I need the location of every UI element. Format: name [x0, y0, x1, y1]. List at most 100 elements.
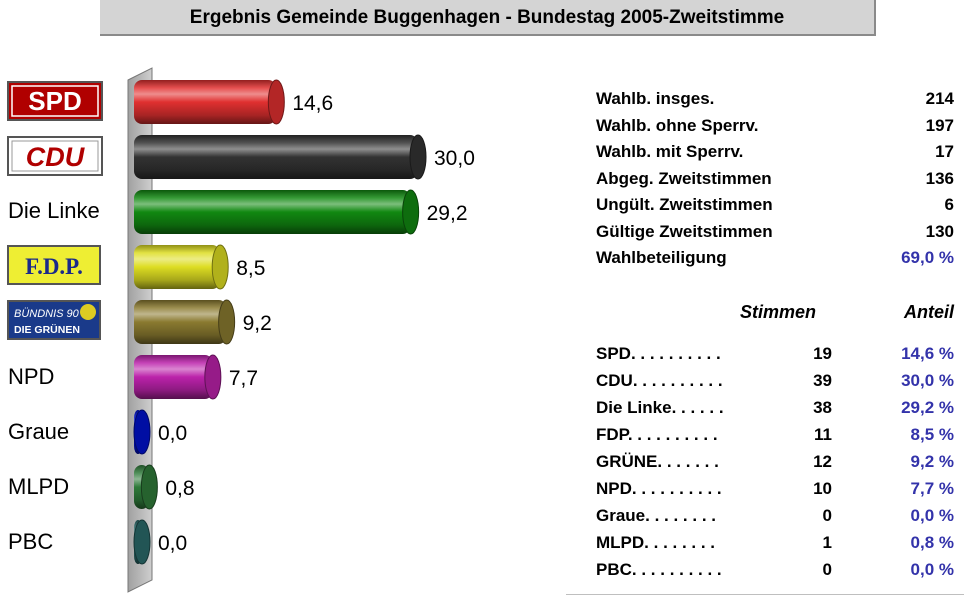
party-logo-spd: SPD: [7, 81, 103, 121]
results-party: CDU. . . . . . . . . .: [596, 371, 723, 390]
stat-value: 6: [944, 195, 954, 214]
results-header-votes: Stimmen: [740, 302, 817, 322]
results-table: SPD. . . . . . . . . . 19 14,6 % CDU. . . …: [596, 340, 954, 583]
results-share: 29,2 %: [901, 398, 954, 417]
bar-group: 14,6 30,0 29,2 8,5 9,2 7,7 0,0 0,8 0,0: [133, 79, 475, 565]
bar-cap: [267, 79, 285, 125]
bar: [134, 300, 227, 344]
results-share: 9,2 %: [910, 452, 954, 471]
bar-cap: [204, 354, 222, 400]
bar-value-label: 30,0: [434, 147, 475, 170]
bar-cap: [140, 464, 158, 510]
results-share: 30,0 %: [901, 371, 954, 390]
results-party: Graue. . . . . . . .: [596, 506, 716, 525]
results-votes: 12: [813, 452, 832, 471]
results-votes: 19: [813, 344, 832, 363]
stat-row: Wahlb. mit Sperrv. 17: [596, 139, 954, 166]
results-party: GRÜNE. . . . . . .: [596, 452, 719, 471]
party-label-gruene-top: BÜNDNIS 90: [14, 308, 80, 320]
results-row: SPD. . . . . . . . . . 19 14,6 %: [596, 340, 954, 367]
party-label-graue: Graue: [8, 419, 69, 444]
results-party: PBC. . . . . . . . . .: [596, 560, 722, 579]
results-row: Graue. . . . . . . . 0 0,0 %: [596, 502, 954, 529]
stat-row: Wahlb. insges. 214: [596, 86, 954, 113]
results-party: Die Linke. . . . . .: [596, 398, 724, 417]
stat-label: Wahlb. mit Sperrv.: [596, 142, 744, 161]
stat-value: 17: [935, 142, 954, 161]
bar-cap: [402, 189, 420, 235]
bar-value-label: 0,0: [158, 532, 187, 555]
bar-chart: 14,6 30,0 29,2 8,5 9,2 7,7 0,0 0,8 0,0 SPD CDU D…: [7, 67, 475, 593]
bar-value-label: 7,7: [229, 367, 258, 390]
bar: [134, 355, 213, 399]
chart-title: Ergebnis Gemeinde Buggenhagen - Bundesta…: [100, 0, 876, 36]
party-label-spd: SPD: [28, 86, 81, 116]
bar-cap: [133, 409, 151, 455]
results-row: MLPD. . . . . . . . 1 0,8 %: [596, 529, 954, 556]
results-votes: 11: [814, 425, 832, 444]
party-label-pbc: PBC: [8, 529, 53, 554]
bar-cap: [133, 519, 151, 565]
stat-value: 214: [925, 89, 954, 108]
party-label-cdu: CDU: [26, 142, 86, 172]
bar: [134, 80, 277, 124]
results-votes: 38: [813, 398, 832, 417]
results-row: PBC. . . . . . . . . . 0 0,0 %: [596, 556, 954, 583]
results-share: 14,6 %: [901, 344, 954, 363]
stat-label: Abgeg. Zweitstimmen: [596, 168, 772, 188]
results-row: GRÜNE. . . . . . . 12 9,2 %: [596, 448, 954, 475]
results-row: CDU. . . . . . . . . . 39 30,0 %: [596, 367, 954, 394]
stat-label: Wahlb. insges.: [596, 89, 715, 108]
party-label-mlpd: MLPD: [8, 474, 69, 499]
bar-value-label: 8,5: [236, 257, 265, 280]
bar: [134, 245, 221, 289]
results-votes: 39: [813, 371, 832, 390]
results-row: FDP. . . . . . . . . . 11 8,5 %: [596, 421, 954, 448]
stat-label: Wahlbeteiligung: [596, 248, 727, 267]
results-votes: 0: [822, 560, 832, 579]
stat-label: Wahlb. ohne Sperrv.: [596, 115, 759, 135]
results-party: MLPD. . . . . . . .: [596, 533, 716, 552]
stat-row: Gültige Zweitstimmen 130: [596, 219, 954, 246]
stat-label: Gültige Zweitstimmen: [596, 221, 773, 241]
bar-value-label: 14,6: [292, 92, 333, 115]
stat-value: 69,0 %: [901, 248, 954, 267]
party-label-npd: NPD: [8, 364, 54, 389]
stat-value: 130: [925, 221, 954, 241]
stats-panel: Wahlb. insges. 214 Wahlb. ohne Sperrv. 197…: [596, 86, 954, 272]
stat-label: Ungült. Zweitstimmen: [596, 195, 773, 214]
stat-value: 136: [925, 168, 954, 188]
bar-value-label: 29,2: [427, 202, 468, 225]
bar-cap: [211, 244, 229, 290]
results-share: 0,8 %: [910, 533, 954, 552]
stat-row: Abgeg. Zweitstimmen 136: [596, 166, 954, 193]
results-row: Die Linke. . . . . . 38 29,2 %: [596, 394, 954, 421]
stat-row: Ungült. Zweitstimmen 6: [596, 192, 954, 219]
results-party: SPD. . . . . . . . . .: [596, 344, 721, 363]
results-header-share: Anteil: [903, 302, 954, 322]
results-votes: 10: [813, 479, 832, 498]
bar-value-label: 9,2: [243, 312, 272, 335]
results-row: NPD. . . . . . . . . . 10 7,7 %: [596, 475, 954, 502]
bar-cap: [409, 134, 427, 180]
party-label-gruene-bottom: DIE GRÜNEN: [14, 323, 80, 336]
party-logo-gruene: BÜNDNIS 90 DIE GRÜNEN: [7, 300, 101, 340]
divider: [566, 594, 964, 595]
party-label-linke: Die Linke: [8, 198, 100, 223]
bar-cap: [218, 299, 236, 345]
party-logo-fdp: F.D.P.: [7, 245, 101, 285]
party-label-fdp: F.D.P.: [25, 254, 83, 279]
results-party: NPD. . . . . . . . . .: [596, 479, 722, 498]
stat-row: Wahlb. ohne Sperrv. 197: [596, 113, 954, 140]
results-party: FDP. . . . . . . . . .: [596, 425, 718, 444]
stat-value: 197: [925, 115, 954, 135]
results-share: 0,0 %: [910, 506, 954, 525]
results-header: Stimmen Anteil: [596, 302, 954, 328]
bar-value-label: 0,8: [165, 477, 194, 500]
results-votes: 0: [822, 506, 832, 525]
stat-row-turnout: Wahlbeteiligung 69,0 %: [596, 245, 954, 272]
sunflower-icon: [80, 304, 96, 320]
results-share: 0,0 %: [910, 560, 954, 579]
bar: [134, 190, 411, 234]
results-share: 8,5 %: [910, 425, 954, 444]
